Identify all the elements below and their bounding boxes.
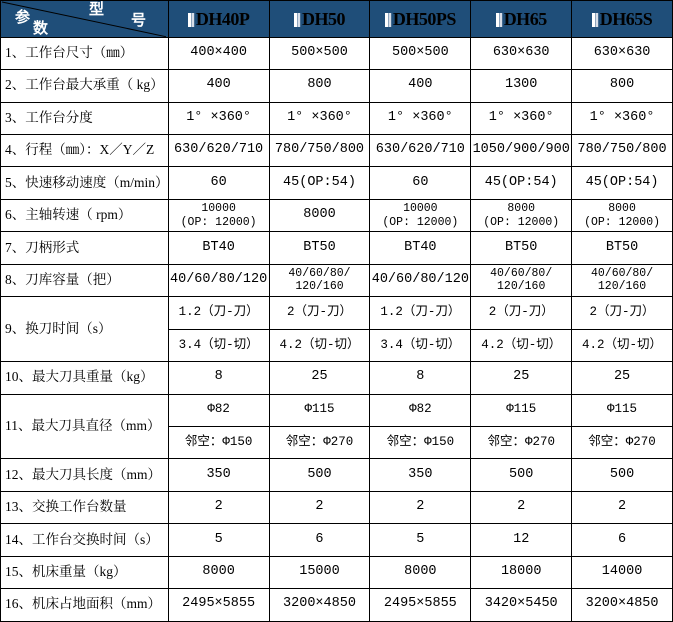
svg-text:型: 型 <box>89 1 104 18</box>
svg-text:参: 参 <box>15 8 30 26</box>
svg-text:号: 号 <box>131 12 146 29</box>
svg-text:数: 数 <box>33 19 49 37</box>
